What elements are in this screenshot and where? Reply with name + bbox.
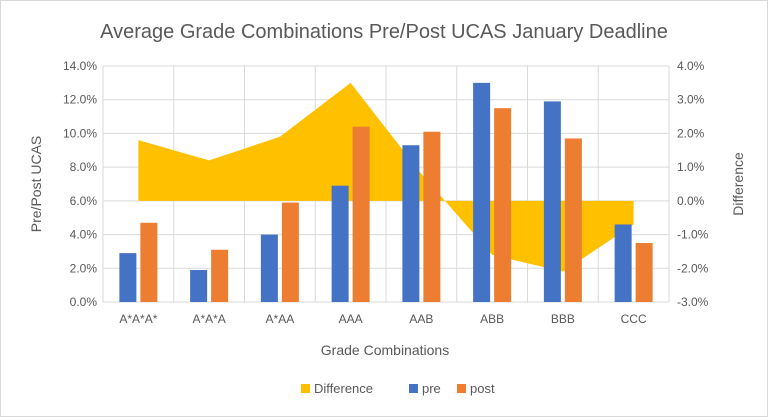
legend-swatch-Difference [301, 384, 310, 393]
x-tick-label: A*A*A [192, 312, 225, 326]
bar-post-AAB [423, 131, 441, 302]
x-tick-label: A*A*A* [119, 312, 157, 326]
y-axis-title: Pre/Post UCAS [28, 136, 44, 232]
bar-post-AAA [352, 126, 370, 302]
axis-layer: 0.0% 2.0% 4.0% 6.0% 8.0% 10.0% 12.0% 14.0% -3.0%… [63, 59, 709, 326]
x-tick-label: AAB [409, 312, 433, 326]
legend: Difference pre post [301, 381, 495, 396]
bar-post-ABB [494, 108, 512, 303]
chart-title: Average Grade Combinations Pre/Post UCAS… [100, 21, 668, 43]
x-tick-label: AAA [339, 312, 363, 326]
legend-label-pre: pre [422, 381, 441, 396]
legend-label-Difference: Difference [314, 381, 373, 396]
y-tick-label: 10.0% [63, 126, 97, 140]
bar-pre-CCC [614, 224, 632, 302]
legend-label-post: post [470, 381, 495, 396]
y-tick-label: 14.0% [63, 59, 97, 73]
bar-pre-A*AA [260, 234, 278, 302]
y-tick-label: 2.0% [70, 261, 98, 275]
y2-tick-label: 4.0% [677, 59, 705, 73]
y-tick-label: 0.0% [70, 295, 98, 309]
y2-tick-label: 0.0% [677, 194, 705, 208]
bar-post-A*AA [281, 202, 299, 302]
y2-tick-label: 3.0% [677, 93, 705, 107]
x-tick-label: CCC [621, 312, 647, 326]
y-tick-label: 6.0% [70, 194, 98, 208]
y2-tick-label: -3.0% [677, 295, 709, 309]
bar-post-A*A*A* [140, 222, 158, 302]
bar-pre-ABB [473, 82, 491, 302]
bar-pre-A*A*A* [119, 253, 137, 302]
y2-axis-title: Difference [730, 152, 746, 216]
x-tick-label: ABB [480, 312, 504, 326]
bar-post-CCC [635, 243, 653, 302]
y-tick-label: 12.0% [63, 93, 97, 107]
bar-pre-AAA [331, 185, 349, 302]
bar-pre-AAB [402, 145, 420, 302]
x-tick-label: BBB [551, 312, 575, 326]
y2-tick-label: -2.0% [677, 261, 709, 275]
bar-pre-BBB [543, 101, 561, 303]
y-tick-label: 4.0% [70, 228, 98, 242]
legend-swatch-post [457, 384, 466, 393]
bar-post-BBB [564, 138, 582, 302]
y2-tick-label: 2.0% [677, 126, 705, 140]
bar-pre-A*A*A [190, 269, 208, 302]
x-axis-title: Grade Combinations [321, 342, 449, 358]
bar-post-A*A*A [211, 249, 229, 302]
x-tick-label: A*AA [266, 312, 295, 326]
bar-layer [119, 82, 653, 303]
y-tick-label: 8.0% [70, 160, 98, 174]
legend-swatch-pre [409, 384, 418, 393]
y2-tick-label: -1.0% [677, 228, 709, 242]
y2-tick-label: 1.0% [677, 160, 705, 174]
